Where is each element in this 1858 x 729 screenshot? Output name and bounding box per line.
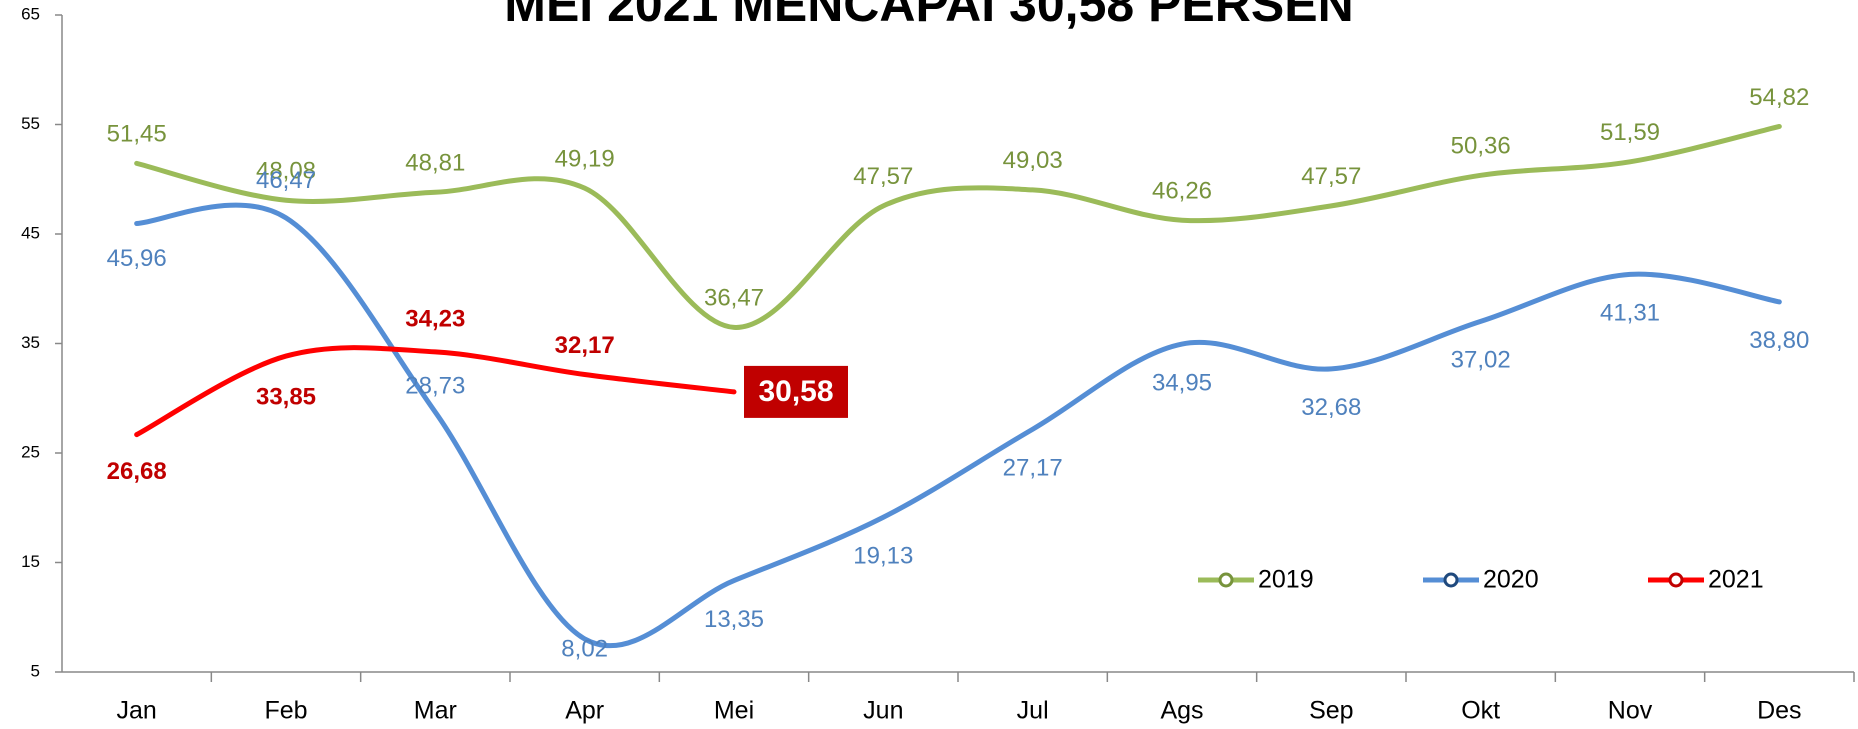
data-label: 49,03 [1003,147,1063,174]
x-tick-label: Ags [1160,697,1203,725]
data-label: 32,17 [555,332,615,359]
data-label: 38,80 [1749,327,1809,354]
data-label: 46,47 [256,167,316,194]
y-tick-label: 65 [21,4,40,23]
legend-label: 2019 [1258,566,1314,594]
y-tick-label: 45 [21,223,40,242]
x-tick-label: Mei [714,697,754,725]
x-tick-label: Mar [414,697,457,725]
data-label: 54,82 [1749,84,1809,111]
data-label: 41,31 [1600,300,1660,327]
legend-label: 2021 [1708,566,1764,594]
y-tick-label: 35 [21,333,40,352]
data-label: 48,81 [405,150,465,177]
legend-label: 2020 [1483,566,1539,594]
legend-marker [1668,572,1684,588]
line-2020 [134,202,1782,649]
legend-marker [1443,572,1459,588]
data-label: 34,95 [1152,369,1212,396]
x-tick-label: Jun [863,697,903,725]
line-2019 [134,123,1782,330]
x-tick-label: Jul [1017,697,1049,725]
data-label: 30,58 [758,375,833,408]
data-label: 46,26 [1152,178,1212,205]
data-label: 47,57 [853,163,913,190]
data-label: 8,02 [561,635,608,662]
data-label: 47,57 [1301,163,1361,190]
data-label: 28,73 [405,373,465,400]
data-label: 49,19 [555,145,615,172]
highlight-box [744,365,848,418]
y-tick-label: 5 [31,661,40,680]
line-2021 [134,345,737,438]
x-tick-label: Feb [264,697,307,725]
y-tick-label: 25 [21,442,40,461]
y-tick-label: 55 [21,114,40,133]
data-label: 32,68 [1301,394,1361,421]
data-label: 33,85 [256,383,316,410]
data-label: 37,02 [1451,347,1511,374]
x-tick-label: Apr [565,697,604,725]
legend-marker [1218,572,1234,588]
data-label: 51,59 [1600,119,1660,146]
x-tick-label: Sep [1309,697,1353,725]
data-label: 48,08 [256,158,316,185]
data-label: 51,45 [107,121,167,148]
data-label: 13,35 [704,606,764,633]
data-label: 45,96 [107,245,167,272]
x-tick-label: Okt [1461,697,1500,725]
data-label: 26,68 [107,458,167,485]
data-label: 50,36 [1451,133,1511,160]
data-label: 27,17 [1003,455,1063,482]
data-label: 34,23 [405,305,465,332]
chart-title: MEI 2021 MENCAPAI 30,58 PERSEN [504,0,1353,32]
x-tick-label: Jan [117,697,157,725]
data-label: 19,13 [853,543,913,570]
x-tick-label: Des [1757,697,1801,725]
y-tick-label: 15 [21,552,40,571]
data-label: 36,47 [704,285,764,312]
x-tick-label: Nov [1608,697,1653,725]
